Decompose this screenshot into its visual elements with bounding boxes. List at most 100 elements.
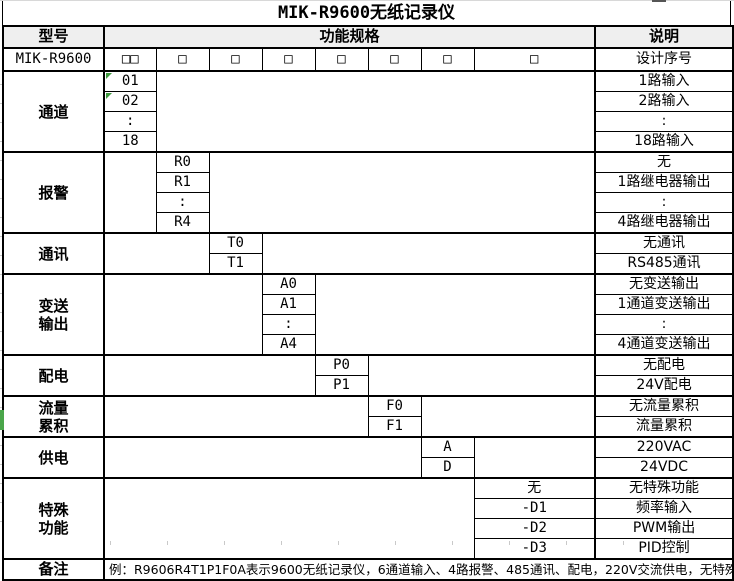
code-cell: A0 [261,273,316,295]
spec-box-cell: □ [208,47,263,72]
desc-cell: 1路输入 [594,70,734,92]
code-cell: F0 [367,395,422,417]
band-alarm-label: 报警 [2,151,105,234]
window-artifact [652,0,666,2]
band-label-text: 累积 [38,416,69,435]
band-label-text: 通道 [38,102,69,121]
desc-cell: 无特殊功能 [594,477,734,499]
spec-box-cell: □□ [103,47,157,72]
design-serial-cell: 设计序号 [594,47,734,72]
empty-region [367,354,596,397]
desc-cell: 4路继电器输出 [594,212,734,234]
band-label-text: 报警 [38,183,69,202]
model-name-cell: MIK-R9600 [2,47,105,72]
band-label-text: 功能 [38,518,69,537]
desc-cell: 无流量累积 [594,395,734,417]
page-title: MIK-R9600无纸记录仪 [2,1,731,25]
band-special-label: 特殊 功能 [2,477,105,560]
desc-cell: 220VAC [594,436,734,458]
desc-cell: 4通道变送输出 [594,334,734,356]
code-cell: D [420,457,475,479]
band-label-text: 供电 [38,448,69,467]
band-comm-label: 通讯 [2,232,105,275]
band-label-text: 变送 [38,296,69,315]
empty-region [314,273,596,356]
desc-cell: 24VDC [594,457,734,479]
band-channel-label: 通道 [2,70,105,153]
band-label-text: 配电 [38,366,69,385]
empty-region [155,70,596,153]
header-desc: 说明 [594,25,734,49]
empty-region [473,436,596,479]
error-flag-icon [106,73,112,79]
code-cell: T0 [208,232,263,254]
bottom-gridline-stubs [54,541,714,545]
desc-cell: 1通道变送输出 [594,294,734,315]
code-cell: F1 [367,416,422,438]
code-cell: A1 [261,294,316,315]
code-cell: -D1 [473,498,596,519]
empty-region [103,354,316,397]
band-flow-label: 流量 累积 [2,395,105,438]
band-supply-label: 供电 [2,436,105,479]
spec-box-cell: □ [314,47,369,72]
empty-region [103,232,210,275]
code-cell: 18 [103,131,157,153]
empty-region [261,232,596,275]
spec-box-cell: □ [261,47,316,72]
desc-cell: 2路输入 [594,91,734,112]
empty-region [103,395,369,438]
code-cell: 02 [103,91,157,112]
code-cell: R0 [155,151,210,173]
band-label-text: 特殊 [38,500,69,519]
header-spec: 功能规格 [103,25,596,49]
remark-text: 例：R9606R4T1P1F0A表示9600无纸记录仪，6通道输入、4路报警、4… [103,558,734,581]
band-label-text: 通讯 [38,244,69,263]
spec-box-cell: □ [155,47,210,72]
desc-cell: PWM输出 [594,518,734,539]
empty-region [208,151,596,234]
spec-table: 型号 功能规格 说明 MIK-R9600 □□ □ □ □ □ □ □ □ 设计… [2,25,734,581]
spec-box-cell: □ [367,47,422,72]
code-cell: : [261,314,316,335]
code-cell: A [420,436,475,458]
desc-cell: RS485通讯 [594,253,734,275]
spec-box-cell: □ [473,47,596,72]
code-cell: 01 [103,70,157,92]
code-cell: : [155,192,210,213]
band-distribution-label: 配电 [2,354,105,397]
empty-region [103,273,263,356]
error-flag-icon [106,93,112,99]
green-edge-marker [0,410,4,430]
empty-region [103,436,422,479]
code-cell: -D2 [473,518,596,539]
code-cell: P1 [314,375,369,397]
desc-cell: 流量累积 [594,416,734,438]
desc-cell: 无配电 [594,354,734,376]
desc-cell: : [594,192,734,213]
empty-region [103,151,157,234]
code-cell: R1 [155,172,210,193]
code-cell: R4 [155,212,210,234]
header-model: 型号 [2,25,105,49]
code-cell: : [103,111,157,132]
desc-cell: 无通讯 [594,232,734,254]
code-cell: 无 [473,477,596,499]
band-transmit-label: 变送 输出 [2,273,105,356]
desc-cell: 无 [594,151,734,173]
band-label-text: 输出 [38,314,69,333]
sheet-top-gridline [0,0,734,1]
desc-cell: 24V配电 [594,375,734,397]
left-gridline-stubs [0,66,2,540]
spec-box-cell: □ [420,47,475,72]
band-label-text: 流量 [38,398,69,417]
code-cell: T1 [208,253,263,275]
desc-cell: 无变送输出 [594,273,734,295]
code-cell: P0 [314,354,369,376]
remark-label: 备注 [2,558,105,581]
empty-region [420,395,596,438]
desc-cell: 频率输入 [594,498,734,519]
desc-cell: 1路继电器输出 [594,172,734,193]
desc-cell: : [594,314,734,335]
desc-cell: 18路输入 [594,131,734,153]
